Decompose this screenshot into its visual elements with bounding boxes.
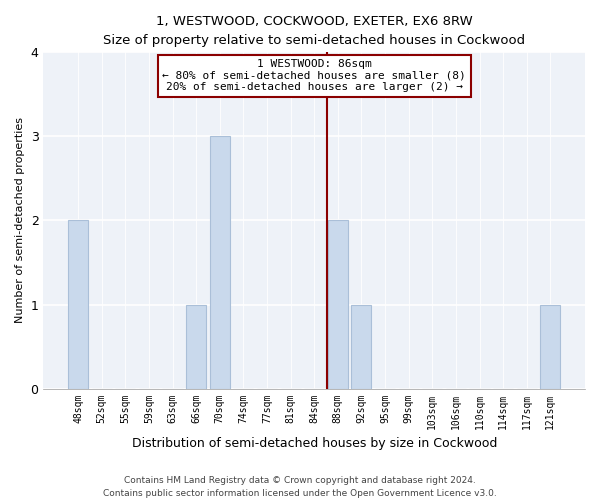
Bar	[68, 220, 88, 388]
Title: 1, WESTWOOD, COCKWOOD, EXETER, EX6 8RW
Size of property relative to semi-detache: 1, WESTWOOD, COCKWOOD, EXETER, EX6 8RW S…	[103, 15, 525, 47]
Text: 1 WESTWOOD: 86sqm
← 80% of semi-detached houses are smaller (8)
20% of semi-deta: 1 WESTWOOD: 86sqm ← 80% of semi-detached…	[163, 59, 466, 92]
Bar	[352, 304, 371, 388]
Bar	[541, 304, 560, 388]
X-axis label: Distribution of semi-detached houses by size in Cockwood: Distribution of semi-detached houses by …	[131, 437, 497, 450]
Bar	[210, 136, 230, 388]
Y-axis label: Number of semi-detached properties: Number of semi-detached properties	[15, 118, 25, 324]
Bar	[328, 220, 348, 388]
Bar	[186, 304, 206, 388]
Text: Contains HM Land Registry data © Crown copyright and database right 2024.
Contai: Contains HM Land Registry data © Crown c…	[103, 476, 497, 498]
